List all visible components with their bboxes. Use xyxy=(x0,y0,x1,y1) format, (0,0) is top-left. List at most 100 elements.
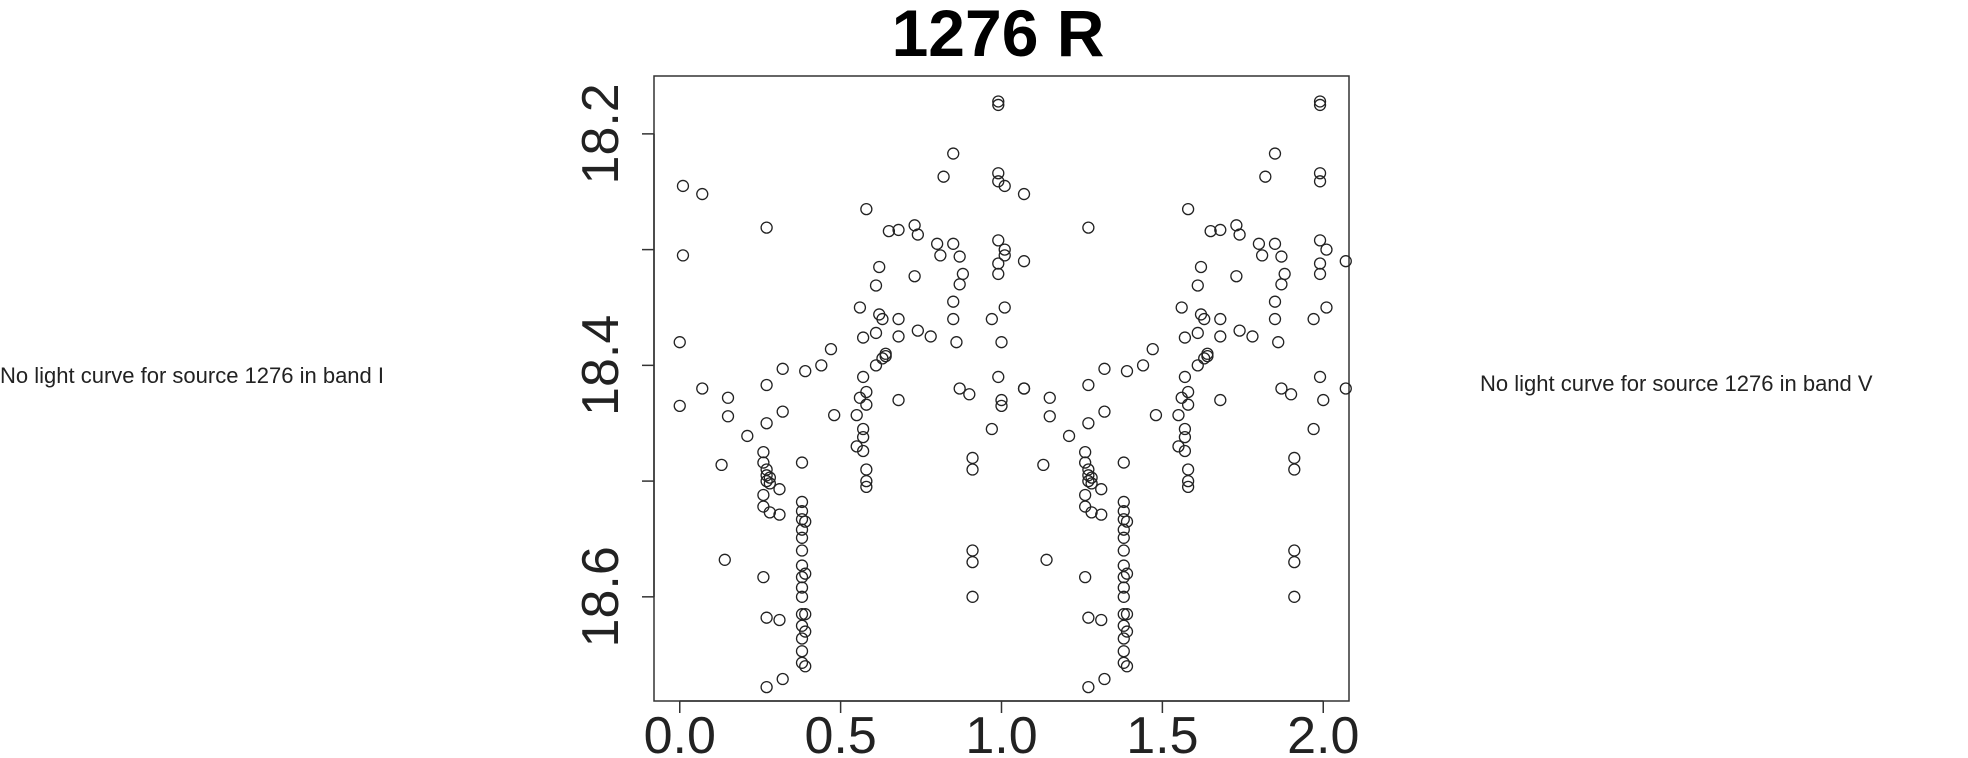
data-point xyxy=(995,393,1008,407)
data-point xyxy=(795,456,809,469)
data-point xyxy=(1230,270,1243,283)
data-point xyxy=(1275,382,1288,395)
data-point xyxy=(856,430,870,444)
data-point xyxy=(1082,469,1095,482)
data-point xyxy=(860,463,873,476)
data-point xyxy=(1288,544,1301,557)
data-point xyxy=(856,444,870,458)
data-point xyxy=(1214,223,1227,237)
data-point xyxy=(860,480,873,494)
data-point xyxy=(1117,513,1130,526)
data-point xyxy=(1082,680,1095,694)
data-point xyxy=(718,553,731,566)
data-point xyxy=(1120,515,1134,528)
data-point xyxy=(953,382,966,395)
data-point xyxy=(869,359,883,372)
data-point xyxy=(824,342,838,356)
data-point xyxy=(1136,359,1150,372)
data-point xyxy=(998,249,1011,262)
y-axis: 18.2 18.4 18.6 xyxy=(572,83,655,647)
data-point xyxy=(992,98,1005,112)
data-point xyxy=(1098,405,1111,418)
y-tick-label: 18.6 xyxy=(572,546,630,647)
data-point xyxy=(1117,456,1130,469)
data-point xyxy=(1082,474,1095,488)
data-point xyxy=(1178,444,1192,458)
data-point xyxy=(795,571,809,584)
data-point xyxy=(995,336,1008,349)
data-point xyxy=(1191,326,1204,340)
data-point xyxy=(992,167,1005,180)
data-point xyxy=(799,364,812,378)
data-point xyxy=(1284,388,1298,401)
no-curve-note-band-v: No light curve for source 1276 in band V xyxy=(1480,371,1873,396)
data-point xyxy=(799,515,812,528)
data-point xyxy=(853,301,867,314)
data-point xyxy=(795,495,809,509)
data-point xyxy=(879,349,892,363)
data-point xyxy=(799,660,812,673)
data-point xyxy=(1268,312,1282,326)
data-point xyxy=(1095,508,1108,521)
data-point xyxy=(1252,237,1266,250)
data-point xyxy=(795,632,809,645)
data-point xyxy=(1062,429,1076,443)
data-point xyxy=(966,451,979,465)
data-point xyxy=(1120,660,1134,673)
data-point xyxy=(985,312,998,326)
data-point xyxy=(1268,147,1282,160)
data-point xyxy=(760,417,773,430)
data-point xyxy=(856,422,870,436)
data-point xyxy=(1082,611,1095,624)
data-point xyxy=(876,312,889,326)
data-point xyxy=(1313,370,1327,384)
data-point xyxy=(1317,393,1330,407)
data-point xyxy=(1259,170,1272,183)
data-point xyxy=(1275,250,1288,263)
data-point xyxy=(953,278,966,291)
no-curve-note-band-i: No light curve for source 1276 in band I xyxy=(0,363,385,388)
data-point xyxy=(963,388,976,401)
data-point xyxy=(1268,237,1282,250)
data-point xyxy=(1117,581,1130,594)
data-point xyxy=(1117,632,1130,645)
data-point xyxy=(676,249,690,262)
data-point xyxy=(966,590,979,603)
data-point xyxy=(869,326,883,340)
data-point xyxy=(1085,477,1098,490)
data-point xyxy=(1313,257,1327,270)
data-point xyxy=(1178,370,1192,384)
data-point xyxy=(1098,672,1111,686)
data-point xyxy=(1313,234,1327,247)
data-point xyxy=(1198,312,1211,326)
data-point xyxy=(1120,608,1134,621)
x-tick-label: 0.0 xyxy=(644,707,716,758)
data-point xyxy=(873,260,886,274)
data-point xyxy=(795,619,809,632)
data-point xyxy=(1175,301,1188,314)
data-point xyxy=(773,508,786,521)
data-point xyxy=(1275,278,1288,291)
data-point xyxy=(1079,456,1092,469)
data-point xyxy=(721,391,735,404)
data-point xyxy=(892,330,905,343)
data-point xyxy=(1146,342,1159,356)
data-point xyxy=(1307,312,1320,326)
data-point xyxy=(1117,523,1130,536)
y-tick-label: 18.2 xyxy=(572,83,630,184)
data-point xyxy=(696,382,709,395)
data-point xyxy=(795,581,809,594)
data-point xyxy=(850,440,863,453)
data-point xyxy=(1214,393,1227,407)
data-point xyxy=(776,362,789,375)
data-point xyxy=(908,270,921,283)
data-point xyxy=(1175,391,1188,404)
data-point xyxy=(998,179,1011,193)
data-point xyxy=(799,608,812,621)
data-point xyxy=(795,544,809,557)
data-point xyxy=(985,422,998,436)
data-point xyxy=(1181,474,1195,488)
data-point xyxy=(1233,228,1246,241)
data-point xyxy=(1095,613,1108,627)
data-point xyxy=(911,228,924,241)
